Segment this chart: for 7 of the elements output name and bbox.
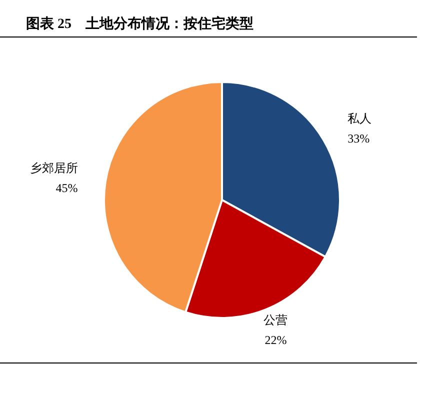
data-label: 45% xyxy=(56,181,78,196)
data-label: 33% xyxy=(348,132,370,146)
data-label: 22% xyxy=(264,333,287,348)
chart-title: 图表 25 土地分布情况：按住宅类型 xyxy=(26,15,254,32)
slice-label: 私人 xyxy=(348,112,372,126)
slice-label: 乡郊居所 xyxy=(30,161,78,176)
slice-label: 公营 xyxy=(264,313,288,328)
